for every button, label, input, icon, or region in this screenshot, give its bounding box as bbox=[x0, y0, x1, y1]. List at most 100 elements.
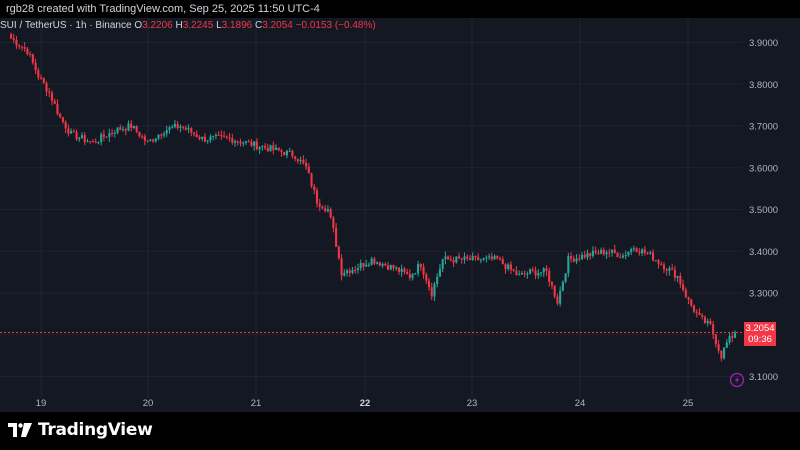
candle-body bbox=[220, 135, 223, 137]
lightning-icon[interactable] bbox=[729, 372, 745, 388]
candle-body bbox=[332, 217, 335, 228]
candle-body bbox=[427, 280, 431, 288]
last-price-value: 3.2054 bbox=[745, 323, 775, 334]
candle-body bbox=[302, 159, 305, 164]
candle-body bbox=[545, 268, 548, 271]
candle-body bbox=[512, 269, 515, 271]
tradingview-logo[interactable]: TradingView bbox=[8, 420, 153, 440]
candle-body bbox=[242, 142, 245, 144]
candle-body bbox=[676, 276, 679, 278]
candle-body bbox=[419, 264, 422, 267]
candle-body bbox=[91, 141, 95, 143]
candle-body bbox=[236, 141, 239, 143]
y-tick-label: 3.3000 bbox=[749, 289, 778, 300]
candle-body bbox=[397, 267, 401, 272]
candle-body bbox=[64, 121, 67, 129]
candle-body bbox=[458, 256, 461, 259]
y-tick-label: 3.5000 bbox=[749, 205, 778, 216]
candle-body bbox=[121, 129, 125, 131]
candle-body bbox=[56, 103, 59, 114]
candle-body bbox=[488, 256, 491, 258]
candle-body bbox=[345, 270, 349, 273]
candle-body bbox=[638, 252, 641, 254]
candle-body bbox=[149, 139, 152, 141]
low-value: 3.1896 bbox=[221, 20, 253, 31]
candle-body bbox=[378, 262, 381, 266]
candle-body bbox=[80, 135, 84, 138]
candle-body bbox=[692, 305, 696, 312]
candle-body bbox=[75, 131, 78, 140]
candle-body bbox=[362, 262, 365, 267]
candle-body bbox=[176, 123, 179, 129]
bar-countdown: 09:36 bbox=[748, 334, 772, 345]
candle-body bbox=[632, 248, 635, 250]
candle-body bbox=[48, 91, 51, 93]
candle-body bbox=[165, 130, 168, 134]
candle-body bbox=[310, 173, 313, 187]
candle-body bbox=[233, 141, 237, 143]
candle-body bbox=[591, 250, 594, 256]
candle-body bbox=[258, 147, 261, 150]
candle-body bbox=[671, 268, 674, 270]
candle-body bbox=[250, 141, 253, 146]
candle-body bbox=[523, 273, 526, 275]
candle-body bbox=[113, 132, 116, 134]
candle-body bbox=[288, 150, 291, 152]
candle-body bbox=[518, 274, 521, 276]
candle-body bbox=[356, 268, 360, 270]
candle-body bbox=[430, 287, 433, 297]
candle-body bbox=[187, 128, 190, 130]
candle-body bbox=[138, 131, 141, 137]
candle-body bbox=[179, 126, 182, 129]
candle-body bbox=[384, 263, 387, 266]
time-axis[interactable]: 19 20 21 22 23 24 25 bbox=[36, 398, 694, 409]
candle-body bbox=[660, 263, 663, 265]
candlestick-chart[interactable]: 3.9000 3.8000 3.7000 3.6000 3.5000 3.4000 3.30… bbox=[0, 18, 800, 412]
candle-body bbox=[108, 132, 111, 137]
candle-body bbox=[556, 296, 559, 304]
chart-area[interactable]: 3.9000 3.8000 3.7000 3.6000 3.5000 3.4000 3.30… bbox=[0, 18, 800, 412]
candle-body bbox=[580, 254, 584, 260]
candle-body bbox=[20, 46, 23, 48]
candle-body bbox=[662, 264, 666, 270]
candle-body bbox=[223, 135, 226, 137]
candle-body bbox=[657, 260, 660, 264]
candle-body bbox=[283, 151, 286, 156]
candle-body bbox=[321, 206, 324, 209]
candle-body bbox=[406, 271, 409, 274]
candle-body bbox=[12, 38, 15, 40]
candle-body bbox=[698, 312, 701, 316]
candle-body bbox=[78, 137, 81, 140]
candle-body bbox=[168, 127, 171, 131]
open-label: O bbox=[134, 20, 143, 31]
candle-body bbox=[124, 129, 127, 131]
candle-body bbox=[277, 147, 280, 151]
low-label: L bbox=[216, 20, 222, 31]
candle-body bbox=[498, 258, 502, 260]
candle-body bbox=[447, 256, 450, 260]
price-axis[interactable]: 3.9000 3.8000 3.7000 3.6000 3.5000 3.4000 3.30… bbox=[749, 38, 778, 383]
candle-body bbox=[403, 268, 406, 272]
last-price-badge: 3.2054 09:36 bbox=[744, 322, 776, 346]
candle-body bbox=[291, 150, 294, 157]
candle-body bbox=[280, 150, 283, 152]
candle-body bbox=[485, 257, 488, 259]
candle-body bbox=[340, 258, 343, 276]
high-label: H bbox=[175, 20, 183, 31]
candle-body bbox=[583, 254, 586, 258]
candle-body bbox=[602, 249, 605, 255]
candle-body bbox=[354, 269, 357, 271]
candle-body bbox=[386, 265, 390, 270]
candle-body bbox=[564, 273, 567, 282]
candle-body bbox=[728, 336, 731, 343]
candle-body bbox=[198, 137, 201, 139]
candle-body bbox=[627, 251, 630, 256]
x-tick-label: 21 bbox=[251, 398, 262, 409]
candle-body bbox=[348, 270, 351, 273]
symbol-label[interactable]: SUI / TetherUS · 1h · Binance bbox=[0, 20, 132, 31]
candle-body bbox=[365, 264, 368, 267]
candle-body bbox=[130, 123, 133, 128]
candle-body bbox=[550, 282, 554, 286]
candle-body bbox=[190, 128, 193, 133]
candle-body bbox=[40, 77, 43, 79]
